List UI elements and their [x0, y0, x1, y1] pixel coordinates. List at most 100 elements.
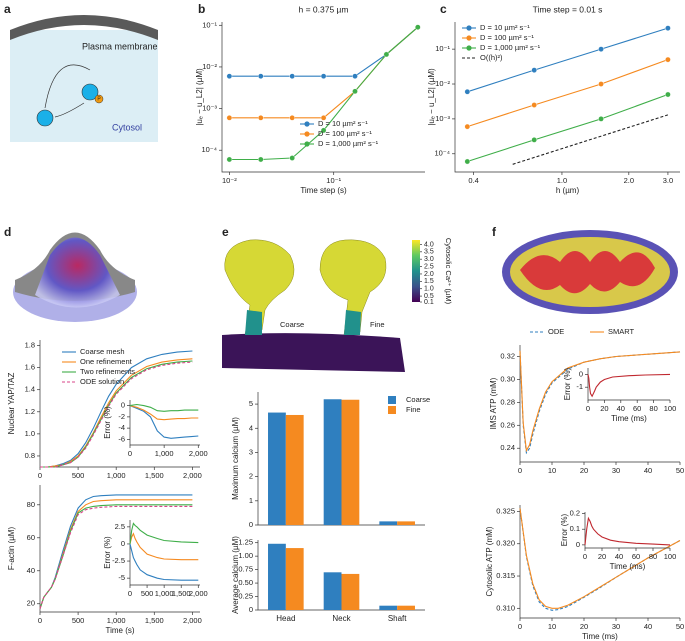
y-tick-label: 0.75 — [238, 565, 253, 574]
legend-label: Fine — [406, 405, 421, 414]
y-tick-label: 80 — [27, 500, 35, 509]
x-tick-label: 1,000 — [107, 616, 126, 625]
x-tick-label: 500 — [141, 589, 154, 598]
bar — [379, 605, 398, 610]
panel-label: d — [4, 225, 11, 239]
y-tick-label: 1.0 — [25, 429, 35, 438]
legend-swatch — [388, 406, 396, 414]
x-tick-label: 1.0 — [557, 176, 567, 185]
point — [352, 88, 358, 95]
y-tick-label: 10⁻³ — [202, 104, 217, 113]
phospho-label: P — [97, 96, 101, 102]
x-tick-label: Neck — [332, 614, 351, 623]
series-line — [40, 361, 193, 468]
phospho-group — [94, 94, 104, 104]
series-line — [512, 114, 669, 165]
point — [598, 116, 604, 122]
y-tick-label: 1 — [249, 496, 253, 505]
panel-label: b — [198, 2, 205, 16]
x-tick-label: 10⁻¹ — [326, 176, 341, 185]
y-tick-label: 1.00 — [238, 551, 253, 560]
colorbar-label: Cytosolic Ca²⁺ (µM) — [444, 238, 453, 305]
bar — [268, 412, 286, 525]
y-tick-label: 0.26 — [500, 420, 515, 429]
x-tick-label: 40 — [617, 404, 625, 413]
render-f — [502, 230, 678, 314]
y-tick-label: 0 — [121, 539, 125, 548]
x-tick-label: 0 — [518, 622, 522, 631]
x-tick-label: 100 — [664, 552, 677, 561]
point — [531, 137, 537, 143]
y-tick-label: 1.25 — [238, 538, 253, 547]
series-line — [129, 522, 199, 544]
coarse-label: Coarse — [280, 320, 304, 329]
x-tick-label: 0 — [586, 404, 590, 413]
panel-label: f — [492, 225, 497, 239]
bar — [268, 543, 286, 610]
point — [665, 25, 671, 31]
x-tick-label: 50 — [676, 622, 684, 631]
y-tick-label: 10⁻² — [202, 62, 217, 71]
x-tick-label: 2,000 — [183, 471, 202, 480]
point — [289, 73, 295, 79]
legend-marker — [304, 131, 310, 137]
x-tick-label: 0.4 — [468, 176, 478, 185]
point — [531, 102, 537, 108]
x-tick-label: 60 — [632, 552, 640, 561]
y-tick-label: 0.25 — [238, 592, 253, 601]
x-tick-label: 1,000 — [107, 471, 126, 480]
colorbar-tick-label: 2.0 — [424, 271, 434, 278]
legend-label: ODE — [548, 327, 564, 336]
y-tick-label: 20 — [27, 599, 35, 608]
y-tick-label: -2.5 — [112, 556, 125, 565]
point — [352, 73, 358, 79]
legend-label: D = 10 µm² s⁻¹ — [318, 119, 368, 128]
x-tick-label: 10 — [548, 622, 556, 631]
arrow — [44, 64, 91, 109]
bar — [323, 399, 342, 525]
x-tick-label: 10 — [548, 466, 556, 475]
y-tick-label: 0.32 — [500, 351, 515, 360]
x-tick-label: 40 — [644, 622, 652, 631]
panel-label: c — [440, 2, 447, 16]
bar — [323, 572, 342, 610]
point — [226, 73, 233, 79]
x-tick-label: 0 — [38, 616, 42, 625]
bar — [379, 521, 398, 525]
series-line — [129, 405, 199, 421]
point — [598, 46, 604, 52]
series-line — [467, 27, 669, 93]
y-axis-label: Error (%) — [103, 406, 112, 439]
colorbar-tick-label: 0.5 — [424, 293, 434, 300]
point — [257, 156, 264, 163]
point — [464, 88, 471, 95]
legend-label: O((h)²) — [480, 53, 503, 62]
y-tick-label: 1.6 — [25, 363, 35, 372]
point — [320, 127, 327, 134]
bar — [285, 414, 304, 525]
x-tick-label: 10⁻² — [222, 176, 237, 185]
y-tick-label: 3 — [249, 447, 253, 456]
series-line — [129, 543, 199, 581]
y-axis-label: Error (%) — [560, 513, 569, 546]
colorbar-tick-label: 4.0 — [424, 241, 434, 248]
point — [289, 155, 295, 161]
x-tick-label: 500 — [72, 616, 85, 625]
x-tick-label: 500 — [72, 471, 85, 480]
colorbar-tick-label: 3.5 — [424, 249, 434, 256]
point — [320, 73, 327, 79]
series-line — [519, 508, 681, 609]
colorbar-tick-label: 3.0 — [424, 256, 434, 263]
x-tick-label: 80 — [649, 404, 657, 413]
x-tick-label: Shaft — [388, 614, 407, 623]
y-axis-label: Cytosolic ATP (mM) — [485, 526, 494, 596]
diagram-a: Plasma membrane Cytosol P — [10, 15, 158, 142]
x-tick-label: 0 — [38, 471, 42, 480]
y-tick-label: 0 — [249, 605, 253, 614]
legend-marker — [304, 141, 310, 147]
axes — [129, 520, 200, 586]
point — [464, 158, 471, 165]
x-tick-label: 0 — [128, 449, 132, 458]
series-line — [519, 350, 681, 455]
